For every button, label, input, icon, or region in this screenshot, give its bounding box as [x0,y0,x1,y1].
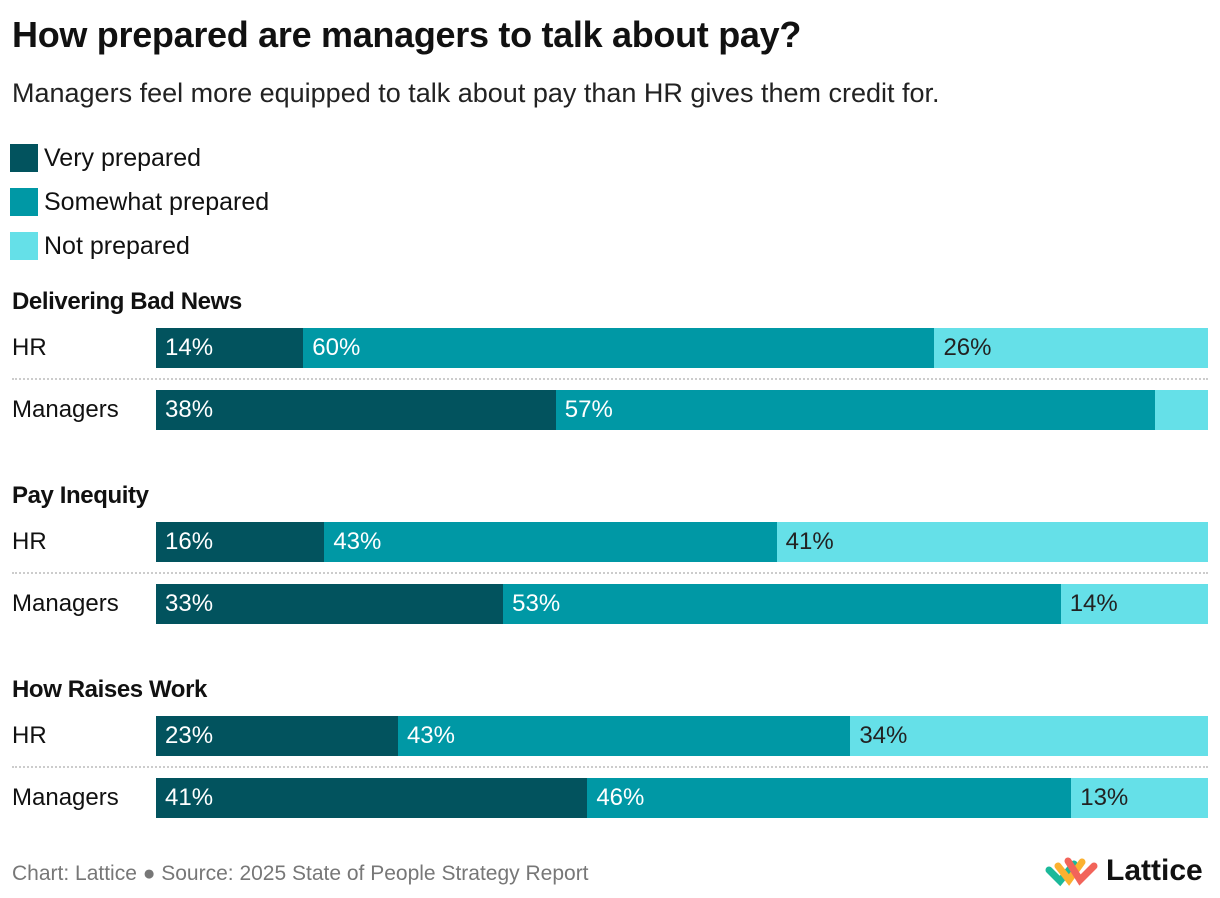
row-label: Managers [12,396,119,423]
legend-label: Somewhat prepared [44,187,270,216]
bar-segment-somewhat-prepared: 43% [324,522,777,562]
legend-label: Very prepared [44,143,202,172]
bar-segment-very-prepared: 41% [156,778,588,818]
bar-segment-not-prepared: 26% [934,328,1208,368]
legend-item: Somewhat prepared [10,180,269,224]
row-label: HR [12,722,47,749]
row-separator [12,378,1208,380]
legend-label: Not prepared [44,231,190,260]
legend-swatch [10,144,38,172]
bar-segment-not-prepared: 34% [850,716,1208,756]
row-separator [12,572,1208,574]
stacked-bar: 33% 53% 14% [156,584,1208,624]
group-title: Pay Inequity [12,482,149,509]
stacked-bar: 23% 43% 34% [156,716,1208,756]
stacked-bar: 14% 60% 26% [156,328,1208,368]
footer-source: Chart: Lattice ● Source: 2025 State of P… [12,862,589,885]
row-label: Managers [12,590,119,617]
stacked-bar: 38% 57% [156,390,1208,430]
bar-segment-very-prepared: 38% [156,390,556,430]
legend-swatch [10,188,38,216]
bar-segment-very-prepared: 33% [156,584,504,624]
bar-segment-not-prepared: 14% [1060,584,1208,624]
chart-subtitle: Managers feel more equipped to talk abou… [12,78,940,108]
legend-swatch [10,232,38,260]
bar-segment-somewhat-prepared: 43% [397,716,851,756]
group-title: How Raises Work [12,676,207,703]
lattice-logo: Lattice [1044,854,1203,888]
bar-segment-very-prepared: 14% [156,328,304,368]
bar-segment-not-prepared: 13% [1071,778,1208,818]
group-title: Delivering Bad News [12,288,242,315]
legend-item: Not prepared [10,224,269,268]
stacked-bar: 16% 43% 41% [156,522,1208,562]
bar-segment-not-prepared [1155,390,1208,430]
logo-text: Lattice [1106,854,1203,887]
bar-segment-somewhat-prepared: 60% [303,328,935,368]
bar-segment-not-prepared: 41% [776,522,1208,562]
bar-segment-somewhat-prepared: 53% [503,584,1061,624]
row-label: Managers [12,784,119,811]
bar-segment-very-prepared: 23% [156,716,398,756]
row-separator [12,766,1208,768]
chart-title: How prepared are managers to talk about … [12,14,802,55]
bar-segment-somewhat-prepared: 57% [555,390,1156,430]
bar-segment-somewhat-prepared: 46% [587,778,1072,818]
row-label: HR [12,528,47,555]
lattice-logo-icon [1045,857,1098,887]
bar-segment-very-prepared: 16% [156,522,325,562]
legend-item: Very prepared [10,136,269,180]
legend: Very prepared Somewhat prepared Not prepar… [10,136,269,268]
stacked-bar: 41% 46% 13% [156,778,1208,818]
row-label: HR [12,334,47,361]
